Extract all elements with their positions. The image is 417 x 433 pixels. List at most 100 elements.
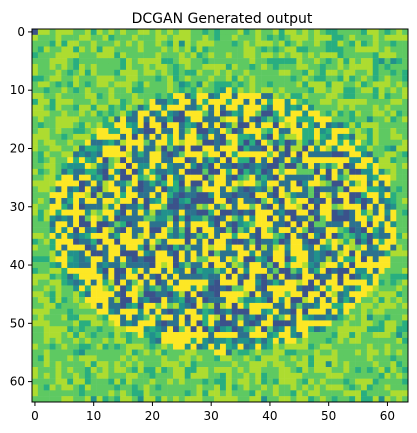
- heatmap-cell: [96, 128, 103, 135]
- heatmap-cell: [155, 93, 162, 100]
- heatmap-cell: [355, 122, 362, 129]
- heatmap-cell: [167, 104, 174, 111]
- heatmap-cell: [208, 151, 215, 158]
- heatmap-cell: [290, 297, 297, 304]
- heatmap-cell: [249, 34, 256, 41]
- heatmap-cell: [190, 238, 197, 245]
- heatmap-cell: [55, 133, 62, 140]
- heatmap-cell: [208, 75, 215, 82]
- heatmap-cell: [84, 139, 91, 146]
- heatmap-cell: [378, 320, 385, 327]
- heatmap-cell: [208, 209, 215, 216]
- heatmap-cell: [208, 145, 215, 152]
- heatmap-cell: [296, 221, 303, 228]
- heatmap-cell: [302, 337, 309, 344]
- heatmap-cell: [32, 163, 39, 170]
- heatmap-cell: [378, 238, 385, 245]
- heatmap-cell: [143, 58, 150, 65]
- heatmap-cell: [43, 308, 50, 315]
- heatmap-cell: [155, 198, 162, 205]
- heatmap-cell: [337, 384, 344, 391]
- heatmap-cell: [284, 133, 291, 140]
- heatmap-cell: [255, 58, 262, 65]
- heatmap-cell: [355, 279, 362, 286]
- heatmap-cell: [225, 69, 232, 76]
- heatmap-cell: [184, 273, 191, 280]
- heatmap-cell: [143, 221, 150, 228]
- heatmap-cell: [308, 145, 315, 152]
- heatmap-cell: [114, 69, 121, 76]
- heatmap-cell: [143, 355, 150, 362]
- heatmap-cell: [390, 262, 397, 269]
- heatmap-cell: [355, 52, 362, 59]
- heatmap-cell: [272, 361, 279, 368]
- heatmap-cell: [349, 203, 356, 210]
- heatmap-cell: [37, 297, 44, 304]
- heatmap-cell: [384, 238, 391, 245]
- heatmap-cell: [178, 238, 185, 245]
- heatmap-cell: [96, 378, 103, 385]
- heatmap-cell: [137, 157, 144, 164]
- heatmap-cell: [143, 238, 150, 245]
- heatmap-cell: [366, 314, 373, 321]
- heatmap-cell: [55, 320, 62, 327]
- heatmap-cell: [278, 40, 285, 47]
- heatmap-cell: [155, 238, 162, 245]
- heatmap-cell: [137, 238, 144, 245]
- heatmap-cell: [290, 93, 297, 100]
- heatmap-cell: [337, 46, 344, 53]
- heatmap-cell: [32, 378, 39, 385]
- heatmap-cell: [261, 98, 268, 106]
- heatmap-cell: [131, 157, 138, 164]
- heatmap-cell: [49, 58, 56, 65]
- heatmap-cell: [255, 332, 262, 339]
- heatmap-cell: [319, 355, 326, 362]
- heatmap-cell: [90, 93, 97, 100]
- heatmap-cell: [361, 63, 368, 71]
- heatmap-cell: [225, 273, 232, 280]
- heatmap-cell: [349, 209, 356, 216]
- heatmap-cell: [355, 285, 362, 292]
- heatmap-cell: [355, 168, 362, 175]
- heatmap-cell: [384, 46, 391, 53]
- heatmap-cell: [196, 110, 203, 117]
- heatmap-cell: [302, 128, 309, 135]
- heatmap-cell: [208, 58, 215, 65]
- heatmap-cell: [55, 262, 62, 269]
- heatmap-cell: [73, 320, 80, 327]
- heatmap-cell: [114, 308, 121, 315]
- heatmap-cell: [331, 262, 338, 269]
- heatmap-cell: [114, 198, 121, 205]
- heatmap-cell: [396, 337, 403, 344]
- heatmap-cell: [261, 273, 268, 280]
- heatmap-cell: [237, 361, 244, 368]
- heatmap-cell: [208, 133, 215, 140]
- heatmap-cell: [331, 256, 338, 263]
- heatmap-cell: [396, 81, 403, 88]
- heatmap-cell: [184, 221, 191, 228]
- heatmap-cell: [214, 232, 221, 240]
- heatmap-cell: [390, 151, 397, 158]
- heatmap-cell: [225, 122, 232, 129]
- heatmap-cell: [361, 367, 368, 374]
- heatmap-cell: [120, 58, 127, 65]
- heatmap-cell: [302, 75, 309, 82]
- heatmap-cell: [96, 367, 103, 374]
- heatmap-cell: [79, 133, 86, 140]
- heatmap-cell: [402, 378, 409, 385]
- heatmap-cell: [361, 203, 368, 210]
- heatmap-cell: [314, 128, 321, 135]
- heatmap-cell: [225, 361, 232, 368]
- heatmap-cell: [361, 372, 368, 379]
- heatmap-cell: [190, 279, 197, 286]
- heatmap-cell: [319, 332, 326, 339]
- heatmap-cell: [167, 273, 174, 280]
- heatmap-cell: [337, 93, 344, 100]
- heatmap-cell: [190, 361, 197, 368]
- heatmap-cell: [314, 63, 321, 71]
- heatmap-cell: [243, 58, 250, 65]
- heatmap-cell: [143, 198, 150, 205]
- heatmap-cell: [126, 46, 133, 53]
- heatmap-cell: [149, 238, 156, 245]
- heatmap-cell: [331, 285, 338, 292]
